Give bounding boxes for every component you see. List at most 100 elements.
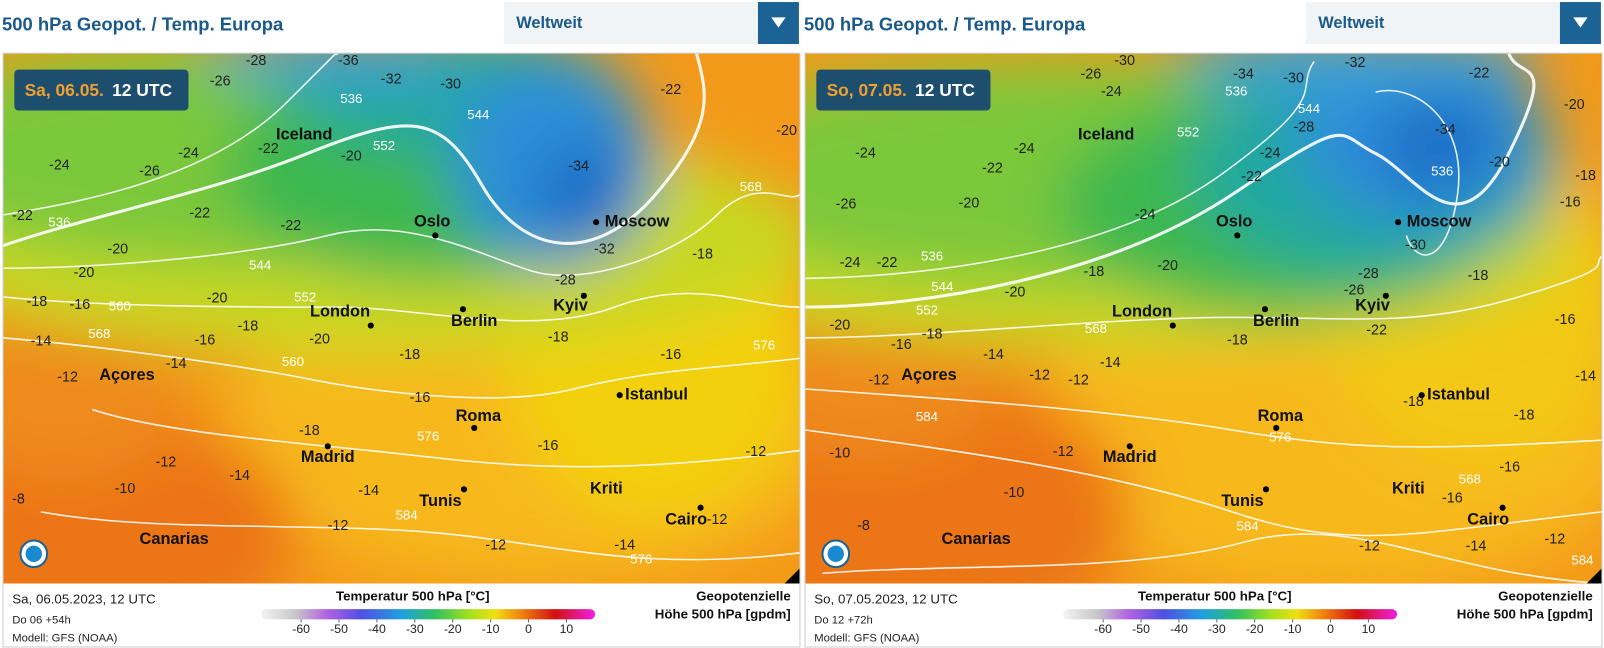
isohypse-label: 544 xyxy=(1298,101,1320,116)
height-title: Geopotenzielle xyxy=(696,588,791,603)
isotherm-label: -14 xyxy=(614,537,635,553)
isotherm-label: -12 xyxy=(57,370,78,386)
isohypse xyxy=(805,53,1536,309)
city-label: Moscow xyxy=(605,212,670,230)
city-dot xyxy=(1261,306,1269,313)
isohypse xyxy=(805,388,1602,448)
city-dot xyxy=(324,443,331,450)
city-dot xyxy=(432,232,439,239)
isotherm-label: -12 xyxy=(156,454,177,470)
isotherm-label: -24 xyxy=(49,158,70,174)
isotherm-label: -30 xyxy=(1114,53,1135,69)
date: So, 07.05. xyxy=(827,80,907,100)
city-dot xyxy=(1262,486,1270,493)
dropdown[interactable] xyxy=(1305,2,1601,45)
isohypse-label: 568 xyxy=(1085,321,1107,336)
isotherm-label: -8 xyxy=(857,518,870,534)
run-time: So, 07.05.2023, 12 UTC xyxy=(814,591,958,606)
isotherm-label: -22 xyxy=(982,161,1003,177)
isotherm-label: -26 xyxy=(210,74,231,90)
isohypse xyxy=(805,60,1315,280)
city-label: Iceland xyxy=(1078,125,1134,143)
forecast-step: Do 12 +72h xyxy=(814,614,873,626)
isotherm-label: -12 xyxy=(1053,444,1074,460)
temperature-area xyxy=(532,143,636,246)
city-dot xyxy=(697,504,704,511)
legend-title: Temperatur 500 hPa [°C] xyxy=(1138,588,1292,603)
isotherm-label: -32 xyxy=(594,242,615,258)
isotherm-label: -14 xyxy=(166,356,187,372)
city-dot xyxy=(1126,443,1133,450)
isotherm-label: -18 xyxy=(1514,407,1535,423)
isotherm-label: -16 xyxy=(1499,460,1520,476)
isohypse-label: 536 xyxy=(921,248,943,263)
isotherm-label: -20 xyxy=(309,332,330,348)
isohypse xyxy=(40,511,800,561)
dropdown[interactable] xyxy=(503,2,799,45)
isotherm-label: -14 xyxy=(1466,538,1487,554)
city-label: Berlin xyxy=(1253,312,1299,330)
city-dot xyxy=(471,424,478,431)
city-dot xyxy=(616,392,623,399)
isotherm-label: -20 xyxy=(207,291,228,307)
isohypse-label: 584 xyxy=(1571,553,1593,568)
temperature-area xyxy=(204,53,472,85)
isotherm-label: -12 xyxy=(746,444,767,460)
isotherm-label: -18 xyxy=(238,318,259,334)
isotherm-label: -12 xyxy=(868,373,889,389)
isotherm-label: -14 xyxy=(358,483,379,499)
dropdown-label: Weltweit xyxy=(1318,14,1385,32)
isotherm-label: -18 xyxy=(1227,333,1248,349)
legend-tick-label: -20 xyxy=(444,622,462,636)
isotherm-label: -28 xyxy=(246,53,267,69)
legend-tick-label: 0 xyxy=(525,622,532,636)
isohypse-label: 552 xyxy=(1177,125,1199,140)
city-label: London xyxy=(1112,303,1172,321)
panel-border xyxy=(804,52,1603,648)
city-dot xyxy=(367,322,374,329)
temperature-area xyxy=(1375,92,1499,195)
isotherm-label: -16 xyxy=(891,337,912,353)
legend-tick-label: -10 xyxy=(482,622,500,636)
isotherm-label: -26 xyxy=(1344,283,1365,299)
panel-border xyxy=(2,52,801,648)
isohypse-label: 568 xyxy=(740,179,762,194)
isotherm-label: -20 xyxy=(74,265,95,281)
city-label: Moscow xyxy=(1407,212,1472,230)
isohypse-label: 536 xyxy=(1225,84,1247,99)
isotherm-label: -36 xyxy=(338,53,359,69)
color-bar xyxy=(261,609,596,620)
isotherm-label: -24 xyxy=(1101,84,1122,100)
city-label: Tunis xyxy=(1221,492,1263,510)
isotherm-label: -16 xyxy=(1555,312,1576,328)
isotherm-label: -12 xyxy=(707,512,728,528)
isohypse xyxy=(3,53,706,248)
city-label: Roma xyxy=(1258,407,1304,425)
isotherm-label: -34 xyxy=(1233,67,1254,83)
isohypse-label: 576 xyxy=(417,429,439,444)
date-badge xyxy=(816,69,991,111)
isotherm-label: -18 xyxy=(1468,268,1489,284)
isotherm-label: -18 xyxy=(692,247,713,263)
city-dot xyxy=(460,486,468,493)
legend-tick-label: -40 xyxy=(368,622,386,636)
isotherm-label: -14 xyxy=(1575,369,1596,385)
isotherm-label: -20 xyxy=(1005,285,1026,301)
isohypse xyxy=(3,53,339,216)
isohypse xyxy=(805,255,1602,339)
isotherm-label: -22 xyxy=(189,206,210,222)
isohypse-label: 560 xyxy=(282,354,304,369)
isotherm-label: -16 xyxy=(410,390,431,406)
isotherm-label: -24 xyxy=(1260,145,1281,161)
isohypse-label: 536 xyxy=(48,215,70,230)
height-title: Geopotenzielle xyxy=(1498,588,1593,603)
city-label: London xyxy=(310,303,370,321)
legend-tick-label: -50 xyxy=(1132,622,1150,636)
isotherm-label: -16 xyxy=(70,297,91,313)
temperature-field xyxy=(805,53,1602,584)
legend-tick-label: 10 xyxy=(1362,622,1376,636)
isotherm-label: -32 xyxy=(1345,55,1366,71)
city-dot xyxy=(593,219,600,226)
isohypse-label: 544 xyxy=(467,107,489,122)
